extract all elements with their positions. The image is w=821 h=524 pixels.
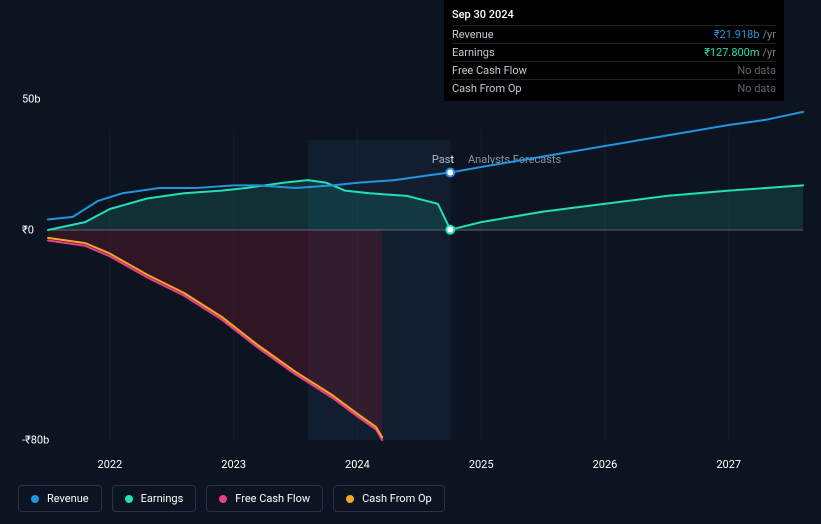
tooltip-row-label: Revenue bbox=[452, 28, 494, 41]
legend-item-revenue[interactable]: Revenue bbox=[18, 485, 102, 512]
tooltip-row-value: ₹21.918b/yr bbox=[714, 28, 776, 41]
legend-dot-icon bbox=[219, 495, 227, 503]
x-axis-label: 2026 bbox=[593, 458, 618, 471]
x-axis-label: 2027 bbox=[716, 458, 741, 471]
x-axis-label: 2024 bbox=[345, 458, 370, 471]
tooltip-row: Earnings ₹127.800m/yr bbox=[452, 43, 776, 61]
y-axis-label: ₹0 bbox=[22, 224, 34, 237]
legend-label: Earnings bbox=[141, 492, 184, 505]
legend-dot-icon bbox=[31, 495, 39, 503]
tooltip-row-value: No data bbox=[737, 64, 776, 77]
legend-label: Cash From Op bbox=[362, 492, 432, 505]
plot-svg bbox=[18, 20, 318, 170]
tooltip-row: Revenue ₹21.918b/yr bbox=[452, 25, 776, 43]
tooltip-row-label: Free Cash Flow bbox=[452, 64, 527, 77]
legend-dot-icon bbox=[125, 495, 133, 503]
tooltip-row: Free Cash Flow No data bbox=[452, 61, 776, 79]
x-axis-label: 2022 bbox=[98, 458, 123, 471]
tooltip-date: Sep 30 2024 bbox=[452, 6, 776, 25]
tooltip-row-value: ₹127.800m/yr bbox=[704, 46, 776, 59]
tooltip-row-label: Cash From Op bbox=[452, 82, 522, 95]
legend-item-cash-from-op[interactable]: Cash From Op bbox=[333, 485, 445, 512]
x-axis-label: 2025 bbox=[469, 458, 494, 471]
x-axis-label: 2023 bbox=[221, 458, 246, 471]
legend: Revenue Earnings Free Cash Flow Cash From O… bbox=[18, 485, 445, 512]
legend-dot-icon bbox=[346, 495, 354, 503]
legend-item-free-cash-flow[interactable]: Free Cash Flow bbox=[206, 485, 323, 512]
legend-label: Free Cash Flow bbox=[235, 492, 310, 505]
tooltip-row-value: No data bbox=[737, 82, 776, 95]
tooltip: Sep 30 2024 Revenue ₹21.918b/yr Earnings ₹1… bbox=[444, 0, 784, 101]
tooltip-row: Cash From Op No data bbox=[452, 79, 776, 97]
legend-item-earnings[interactable]: Earnings bbox=[112, 485, 197, 512]
y-axis-label: 50b bbox=[22, 92, 41, 105]
legend-label: Revenue bbox=[47, 492, 89, 505]
tooltip-row-label: Earnings bbox=[452, 46, 495, 59]
y-axis-label: -₹80b bbox=[22, 434, 49, 447]
